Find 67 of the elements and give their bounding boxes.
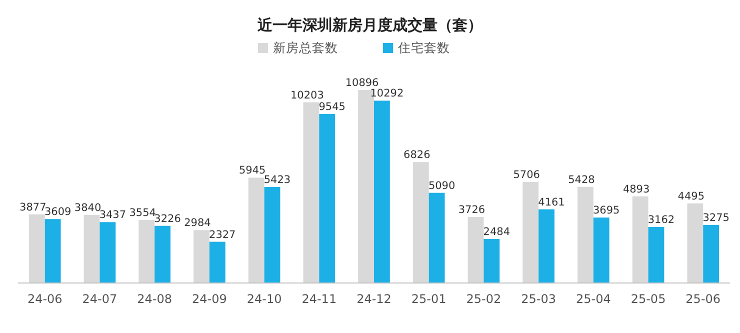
bar [44,219,61,283]
data-label: 3437 [99,209,126,222]
data-label: 5090 [428,180,456,192]
bar [209,242,226,283]
x-tick-label: 25-06 [686,292,721,306]
bar [593,218,610,283]
data-label: 10292 [370,88,404,100]
data-label: 3695 [593,204,620,217]
data-label: 6826 [404,149,431,162]
data-label: 10896 [345,77,380,89]
data-label: 3877 [20,201,46,214]
data-label: 4161 [538,196,565,208]
data-label: 2327 [209,228,236,241]
data-label: 3162 [648,214,675,226]
bar [319,114,336,283]
x-tick-label: 24-12 [356,292,392,306]
bar [484,239,500,283]
bar [687,203,704,283]
bar [412,162,429,283]
bar [703,224,720,283]
x-tick-label: 25-02 [466,292,502,306]
bar [138,220,155,283]
legend-label: 新房总套数 [273,40,338,55]
bar [194,230,210,283]
bar [28,214,45,283]
data-label: 10203 [290,89,324,102]
bar [84,214,100,283]
x-tick-label: 25-01 [411,292,446,306]
bar [248,178,264,283]
bar [100,222,116,283]
bar [648,226,664,283]
bar [632,196,648,283]
x-tick-label: 24-08 [137,292,172,306]
bar [578,186,594,283]
x-tick-label: 24-10 [246,292,282,306]
data-label: 3275 [702,212,730,224]
legend-label: 住宅套数 [397,40,450,55]
data-label: 2484 [483,226,510,238]
data-label: 3840 [74,202,102,214]
bar [538,209,554,283]
data-label: 9545 [318,100,346,113]
bar [264,186,280,283]
x-tick-label: 24-11 [302,292,337,306]
data-label: 2984 [184,217,212,230]
data-label: 4495 [678,190,705,202]
x-tick-label: 25-04 [576,292,611,306]
data-label: 3609 [44,206,72,218]
data-label: 5706 [513,168,540,181]
x-tick-label: 25-05 [630,292,666,306]
x-tick-label: 24-06 [27,292,62,306]
bar [468,217,484,283]
data-label: 3226 [154,212,182,225]
x-tick-label: 25-03 [521,292,556,306]
bar [428,192,445,283]
data-label: 3554 [129,207,156,220]
x-tick-label: 24-07 [82,292,118,306]
bar [154,226,170,283]
chart-title: 近一年深圳新房月度成交量（套） [256,16,482,34]
data-label: 3726 [458,204,486,216]
bar [374,100,390,283]
data-label: 5423 [264,174,291,186]
data-label: 5945 [238,164,266,177]
data-label: 4893 [622,183,650,196]
data-label: 5428 [568,174,595,186]
bar [303,102,320,283]
x-tick-label: 24-09 [192,292,227,306]
bar [522,182,539,283]
